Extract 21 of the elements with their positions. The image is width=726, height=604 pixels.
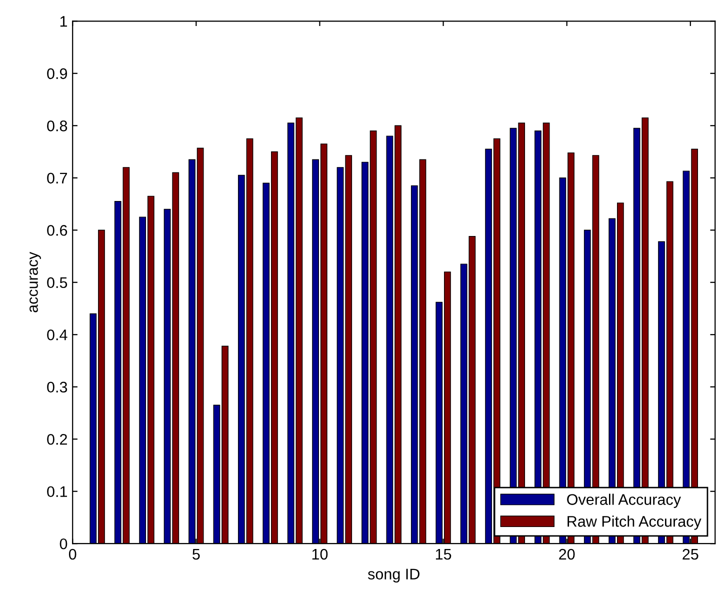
y-tick-label: 0.7 — [47, 172, 67, 184]
y-tick-label: 0.4 — [47, 329, 68, 340]
y-tick-label: 0.9 — [47, 68, 68, 80]
x-tick-label: 0 — [68, 548, 76, 560]
legend-label: Overall Accuracy — [567, 494, 681, 508]
x-tick-label: 25 — [682, 548, 698, 560]
x-tick-label: 5 — [192, 549, 200, 560]
y-tick-label: 0.5 — [47, 277, 68, 288]
x-axis-title: song ID — [368, 568, 420, 582]
legend-label: Raw Pitch Accuracy — [568, 516, 702, 530]
y-axis-title: accuracy — [30, 252, 41, 312]
x-tick-label: 10 — [312, 548, 328, 560]
y-tick-label: 0.3 — [47, 382, 68, 393]
x-tick-label: 15 — [436, 549, 452, 560]
y-tick-label: 0.8 — [47, 120, 68, 132]
y-tick-label: 0.6 — [47, 224, 68, 236]
y-tick-label: 1 — [60, 16, 67, 27]
y-tick-label: 0.2 — [47, 434, 67, 445]
x-tick-label: 20 — [559, 548, 575, 560]
y-tick-label: 0 — [60, 538, 68, 550]
y-tick-label: 0.1 — [47, 486, 67, 498]
